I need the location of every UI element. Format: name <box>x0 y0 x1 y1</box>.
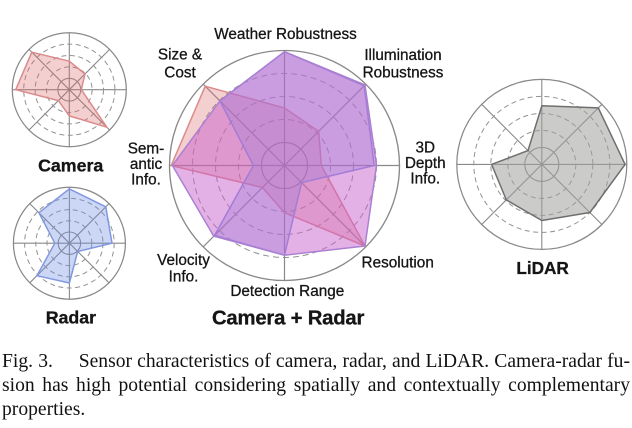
svg-text:Weather Robustness: Weather Robustness <box>214 26 357 43</box>
svg-text:3D: 3D <box>416 140 436 157</box>
svg-text:Size &: Size & <box>158 47 202 64</box>
svg-text:Info.: Info. <box>410 171 440 188</box>
svg-text:Velocity: Velocity <box>157 252 210 269</box>
svg-text:Sem-: Sem- <box>128 141 165 158</box>
svg-text:antic: antic <box>130 156 163 173</box>
svg-text:Robustness: Robustness <box>363 64 444 81</box>
svg-text:Camera: Camera <box>38 155 103 175</box>
svg-text:Cost: Cost <box>164 64 196 81</box>
svg-text:LiDAR: LiDAR <box>516 258 569 278</box>
svg-text:Illumination: Illumination <box>364 47 441 64</box>
svg-text:Info.: Info. <box>169 268 199 285</box>
svg-text:Detection Range: Detection Range <box>230 283 344 300</box>
svg-text:Resolution: Resolution <box>362 255 434 272</box>
svg-text:Camera + Radar: Camera + Radar <box>212 308 365 330</box>
svg-text:Radar: Radar <box>46 307 96 327</box>
svg-text:Depth: Depth <box>405 155 446 172</box>
svg-text:Info.: Info. <box>131 171 161 188</box>
